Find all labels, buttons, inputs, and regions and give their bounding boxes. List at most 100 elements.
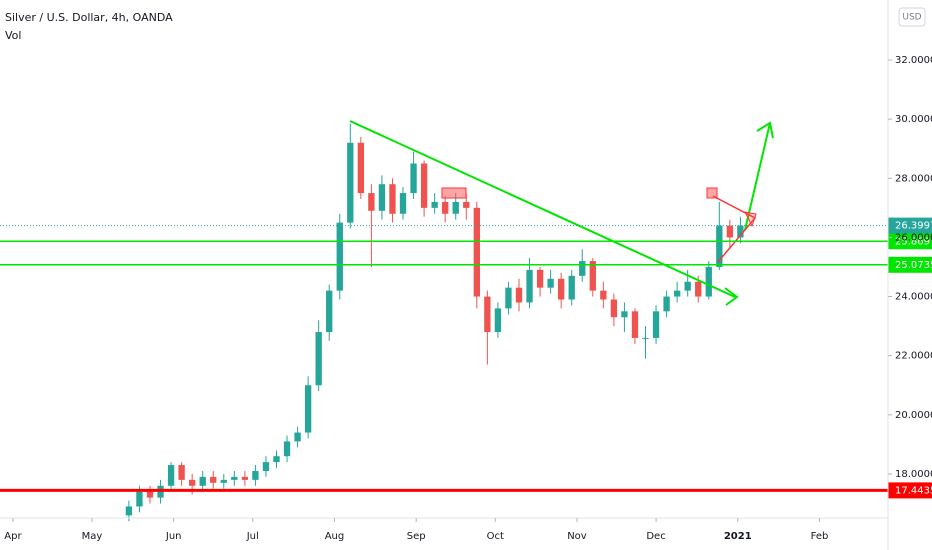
- candle-body: [631, 311, 639, 338]
- currency-label[interactable]: USD: [902, 13, 921, 23]
- candle-body: [199, 476, 206, 486]
- x-tick-label: Jul: [246, 531, 259, 542]
- trend-line: [349, 120, 736, 298]
- candle-body: [505, 287, 512, 309]
- candle-body: [389, 184, 396, 214]
- x-tick-label: Sep: [407, 531, 426, 542]
- candle-body: [452, 201, 459, 214]
- candle-body: [547, 278, 554, 288]
- candle-body: [326, 290, 333, 333]
- y-tick-label: 18.00000: [895, 469, 932, 480]
- level-box: [888, 233, 932, 250]
- x-tick-label: Jun: [165, 531, 182, 542]
- breakout-arrow: [744, 122, 771, 231]
- x-tick-label: Apr: [4, 531, 22, 542]
- candle-body: [716, 225, 723, 267]
- candle-body: [494, 308, 502, 333]
- candle-body: [220, 479, 227, 483]
- candle-body: [315, 332, 322, 386]
- axes: 18.00000 20.00000 22.00000 24.00000 26.00000…: [4, 55, 932, 542]
- y-tick-label: 22.00000: [895, 351, 932, 362]
- candle-body: [737, 225, 744, 238]
- level-label: 17.44358: [895, 485, 932, 496]
- x-tick-label: Oct: [487, 531, 504, 542]
- symbol-title: Silver / U.S. Dollar, 4h, OANDA: [5, 11, 173, 24]
- candle-body: [526, 269, 533, 303]
- candle-body: [515, 287, 523, 303]
- candle-body: [146, 491, 154, 498]
- candle-body: [473, 207, 480, 297]
- drawings: [349, 120, 774, 306]
- candle-body: [347, 142, 354, 223]
- candle-body: [410, 163, 417, 194]
- candle-body: [673, 290, 681, 297]
- candle-body: [378, 184, 386, 211]
- y-tick-label: 32.00000: [895, 55, 932, 66]
- x-tick-label: Dec: [646, 531, 665, 542]
- candle-body: [283, 441, 291, 457]
- candle-body: [557, 278, 565, 300]
- candle-body: [642, 337, 649, 339]
- levels: 25.86978 25.07355 17.44358 26.39972: [0, 217, 932, 499]
- candle-body: [600, 290, 607, 300]
- volume-label: Vol: [5, 29, 21, 42]
- triangle-tip: [744, 211, 757, 228]
- candle-body: [336, 222, 343, 291]
- candle-body: [726, 225, 734, 238]
- candle-body: [705, 266, 712, 297]
- candle-body: [357, 142, 365, 194]
- candle-body: [684, 281, 691, 291]
- last-price-box: [888, 217, 932, 234]
- x-tick-label: Aug: [325, 531, 345, 542]
- level-box: [888, 256, 932, 273]
- candle-body: [663, 296, 670, 312]
- candle-body: [188, 479, 196, 486]
- y-tick-label: 20.00000: [895, 410, 932, 421]
- candle-body: [178, 465, 185, 480]
- candle-body: [241, 476, 249, 480]
- y-tick-label: 26.00000: [895, 232, 932, 243]
- candle-body: [431, 201, 438, 208]
- candle-body: [167, 465, 175, 486]
- candle-body: [231, 476, 238, 480]
- candle-body: [262, 462, 270, 471]
- candle-body: [125, 506, 133, 516]
- y-tick-label: 24.00000: [895, 292, 932, 303]
- candle-body: [273, 456, 280, 463]
- candle-body: [294, 432, 301, 442]
- last-price-label: 26.39972: [895, 221, 932, 232]
- candle-body: [695, 281, 702, 297]
- y-tick-label: 28.00000: [895, 173, 932, 184]
- candle-body: [252, 470, 259, 480]
- candle-body: [136, 491, 143, 507]
- level-label: 25.86978: [895, 236, 932, 247]
- currency-button[interactable]: [898, 7, 926, 27]
- candle-body: [621, 311, 628, 318]
- candle-body: [610, 299, 618, 318]
- candle-body: [568, 275, 575, 300]
- candle-body: [304, 385, 312, 433]
- level-label: 25.07355: [895, 260, 932, 271]
- candle-body: [579, 261, 586, 276]
- candle-body: [484, 296, 491, 333]
- candle-body: [420, 163, 428, 208]
- candle-body: [368, 193, 375, 211]
- level-box: [888, 482, 932, 499]
- candle-body: [463, 201, 470, 208]
- candle-body: [442, 201, 449, 214]
- x-tick-label: 2021: [724, 531, 752, 542]
- candle-body: [399, 193, 407, 214]
- y-tick-label: 30.00000: [895, 114, 932, 125]
- x-tick-label: Feb: [811, 531, 829, 542]
- breakout-arrow-head: [756, 121, 774, 139]
- resistance-box: [706, 187, 718, 199]
- candle-body: [210, 476, 217, 483]
- x-tick-label: May: [82, 531, 103, 542]
- candle-body: [536, 269, 544, 288]
- candle-body: [652, 311, 660, 338]
- resistance-box: [441, 187, 467, 199]
- x-tick-label: Nov: [567, 531, 587, 542]
